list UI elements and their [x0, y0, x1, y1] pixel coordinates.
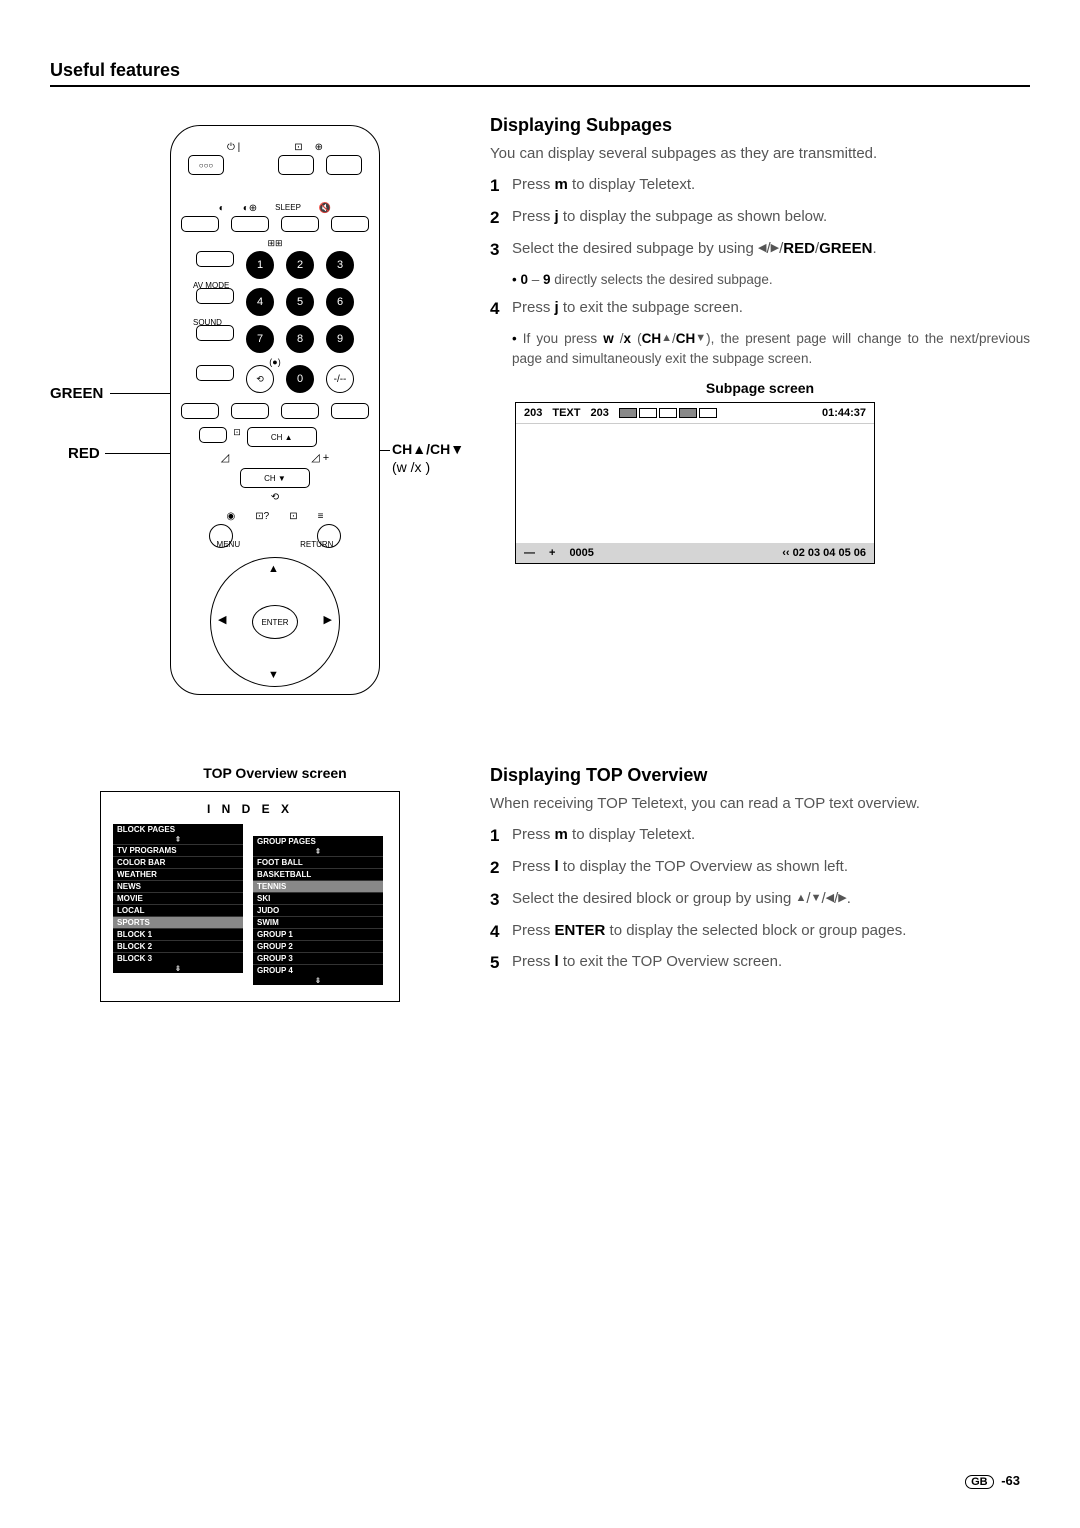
group-item: GROUP 3 [253, 952, 383, 964]
group-item: TENNIS [253, 880, 383, 892]
index-frame: I N D E X BLOCK PAGES ⇞ TV PROGRAMSCOLOR… [100, 791, 400, 1002]
group-item: BASKETBALL [253, 868, 383, 880]
subpage-screen-title: Subpage screen [490, 380, 1030, 396]
header-rule [50, 85, 1030, 87]
block-item: TV PROGRAMS [113, 844, 243, 856]
block-item: NEWS [113, 880, 243, 892]
subpages-intro: You can display several subpages as they… [490, 144, 1030, 164]
block-item: BLOCK 1 [113, 928, 243, 940]
sub-bullet-1: 0 – 9 directly selects the desired subpa… [512, 270, 1030, 290]
block-item: WEATHER [113, 868, 243, 880]
block-item: BLOCK 2 [113, 940, 243, 952]
group-item: GROUP 1 [253, 928, 383, 940]
top-overview-intro: When receiving TOP Teletext, you can rea… [490, 794, 1030, 814]
sub-bullet-2: If you press w /x (CH▲/CH▼), the present… [512, 329, 1030, 368]
group-item: FOOT BALL [253, 856, 383, 868]
page-number: GB -63 [965, 1473, 1020, 1488]
top-overview-screen-title: TOP Overview screen [100, 765, 450, 781]
remote-illustration: GREEN RED CH▲/CH▼ (w /x ) ⏻ | ⊡ ⊕ ○○○ [50, 115, 450, 705]
top-overview-steps: 1Press m to display Teletext. 2Press l t… [490, 824, 1030, 975]
page-header: Useful features [50, 60, 1030, 81]
group-item: GROUP 4 [253, 964, 383, 976]
group-item: GROUP 2 [253, 940, 383, 952]
subpages-steps: 1Press m to display Teletext. 2Press j t… [490, 174, 1030, 261]
callout-red: RED [68, 445, 100, 462]
group-item: SWIM [253, 916, 383, 928]
block-item: COLOR BAR [113, 856, 243, 868]
top-overview-heading: Displaying TOP Overview [490, 765, 1030, 786]
group-item: JUDO [253, 904, 383, 916]
subpages-heading: Displaying Subpages [490, 115, 1030, 136]
group-item: SKI [253, 892, 383, 904]
callout-green: GREEN [50, 385, 103, 402]
block-item: LOCAL [113, 904, 243, 916]
block-item: BLOCK 3 [113, 952, 243, 964]
callout-ch: CH▲/CH▼ [392, 441, 464, 457]
block-item: MOVIE [113, 892, 243, 904]
subpage-screen-box: 203 TEXT 203 01:44:37 — + 0005 ‹‹ 02 03 … [515, 402, 875, 564]
callout-ch-sub: (w /x ) [392, 459, 430, 475]
block-item: SPORTS [113, 916, 243, 928]
